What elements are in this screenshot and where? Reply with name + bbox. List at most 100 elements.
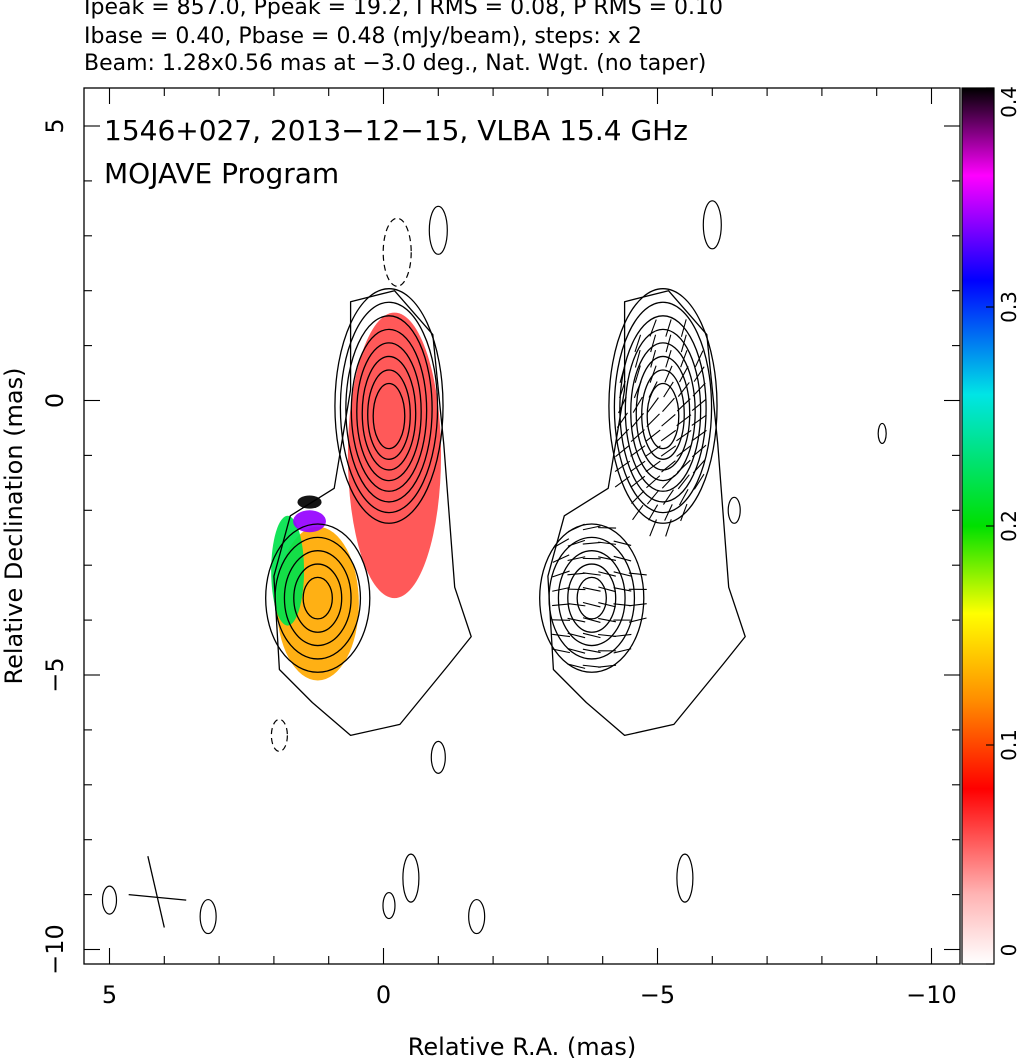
evpa-stick (691, 429, 707, 442)
evpa-stick (661, 460, 676, 473)
contour-line (646, 382, 680, 450)
evpa-stick (567, 539, 586, 547)
contour-line (372, 382, 406, 450)
noise-contour (402, 853, 420, 903)
colorbar-tick-label: 0.4 (997, 86, 1021, 118)
evpa-stick (616, 412, 628, 428)
noise-contour (877, 422, 887, 445)
evpa-stick (665, 519, 672, 537)
evpa-stick (680, 319, 687, 337)
evpa-stick (567, 663, 586, 669)
evpa-stick (598, 571, 616, 577)
header-ibase: Ibase = 0.40, Pbase = 0.48 (mJy/beam), s… (84, 24, 642, 49)
evpa-stick (614, 476, 631, 488)
evpa-stick (691, 444, 707, 458)
y-axis-label: Relative Declination (mas) (0, 367, 28, 684)
evpa-stick (619, 365, 626, 383)
evpa-stick (613, 571, 632, 577)
x-axis-label: Relative R.A. (mas) (408, 1033, 636, 1061)
evpa-stick (691, 414, 707, 426)
evpa-stick (645, 429, 661, 442)
colorbar-tick-label: 0.2 (997, 510, 1021, 542)
evpa-stick (634, 349, 641, 368)
evpa-stick (677, 474, 690, 490)
contour-line (334, 288, 444, 524)
chart-title: 1546+027, 2013−12−15, VLBA 15.4 GHz (104, 114, 688, 147)
evpa-stick (552, 633, 571, 638)
contour-line (613, 301, 713, 514)
contour-line (356, 342, 422, 482)
evpa-stick (676, 398, 691, 412)
evpa-stick (631, 490, 645, 504)
noise-contour (430, 740, 446, 774)
evpa-stick (647, 397, 659, 413)
evpa-stick (567, 603, 586, 607)
evpa-stick (582, 648, 601, 654)
contour-line (293, 563, 343, 633)
evpa-stick (665, 319, 672, 337)
y-tick-label: 5 (41, 118, 69, 133)
evpa-stick (598, 633, 617, 637)
contour-line (539, 523, 645, 673)
y-tick-label: 0 (41, 393, 69, 408)
evpa-stick (646, 475, 661, 489)
contour-line (548, 536, 636, 660)
noise-contour (428, 205, 448, 255)
contour-line (345, 315, 433, 503)
evpa-stick (628, 617, 647, 623)
evpa-stick (614, 460, 631, 473)
y-tick-label: −10 (41, 924, 69, 975)
evpa-stick (649, 365, 657, 383)
evpa-stick (628, 603, 647, 607)
evpa-stick (646, 489, 660, 505)
evpa-stick (613, 540, 632, 546)
evpa-stick (693, 473, 705, 490)
evpa-stick (582, 541, 601, 545)
evpa-stick (692, 382, 706, 397)
evpa-stick (680, 503, 688, 522)
evpa-stick (634, 334, 642, 353)
evpa-stick (552, 570, 570, 578)
evpa-stick (693, 366, 705, 382)
x-tick-label: −10 (906, 981, 957, 1009)
colorbar-tick-label: 0.3 (997, 291, 1021, 323)
colorbar-tick-label: 0 (997, 944, 1021, 957)
evpa-stick (582, 572, 601, 576)
polarization-region (347, 312, 442, 599)
negative-contour (382, 217, 412, 287)
evpa-stick (648, 381, 658, 398)
evpa-stick (628, 572, 647, 576)
evpa-stick (679, 488, 689, 506)
evpa-stick (691, 398, 707, 412)
evpa-stick (552, 538, 570, 549)
plot-frame (83, 87, 961, 965)
evpa-stick (645, 460, 661, 473)
contour-line (567, 563, 617, 633)
evpa-stick (664, 365, 673, 383)
evpa-stick (582, 525, 601, 531)
evpa-stick (598, 602, 616, 608)
evpa-stick (598, 617, 617, 623)
evpa-stick (632, 396, 643, 413)
evpa-stick (613, 648, 632, 654)
evpa-stick (663, 381, 674, 398)
evpa-stick (619, 380, 626, 399)
header-ipeak: Ipeak = 857.0, Ppeak = 19.2, I RMS = 0.0… (84, 0, 723, 20)
evpa-stick (676, 414, 692, 427)
noise-contour (468, 898, 486, 935)
evpa-stick (613, 587, 632, 592)
evpa-stick (630, 475, 646, 488)
chart-subtitle: MOJAVE Program (104, 157, 339, 190)
contour-line (630, 342, 696, 482)
evpa-stick (662, 489, 674, 505)
evpa-stick (552, 603, 571, 607)
noise-contour (727, 496, 741, 524)
contour-line (576, 576, 607, 620)
evpa-stick (582, 617, 601, 623)
beam-major-axis (147, 856, 165, 928)
evpa-stick (664, 504, 673, 521)
evpa-stick (598, 664, 617, 668)
contour-line (265, 523, 371, 673)
evpa-stick (567, 556, 586, 562)
